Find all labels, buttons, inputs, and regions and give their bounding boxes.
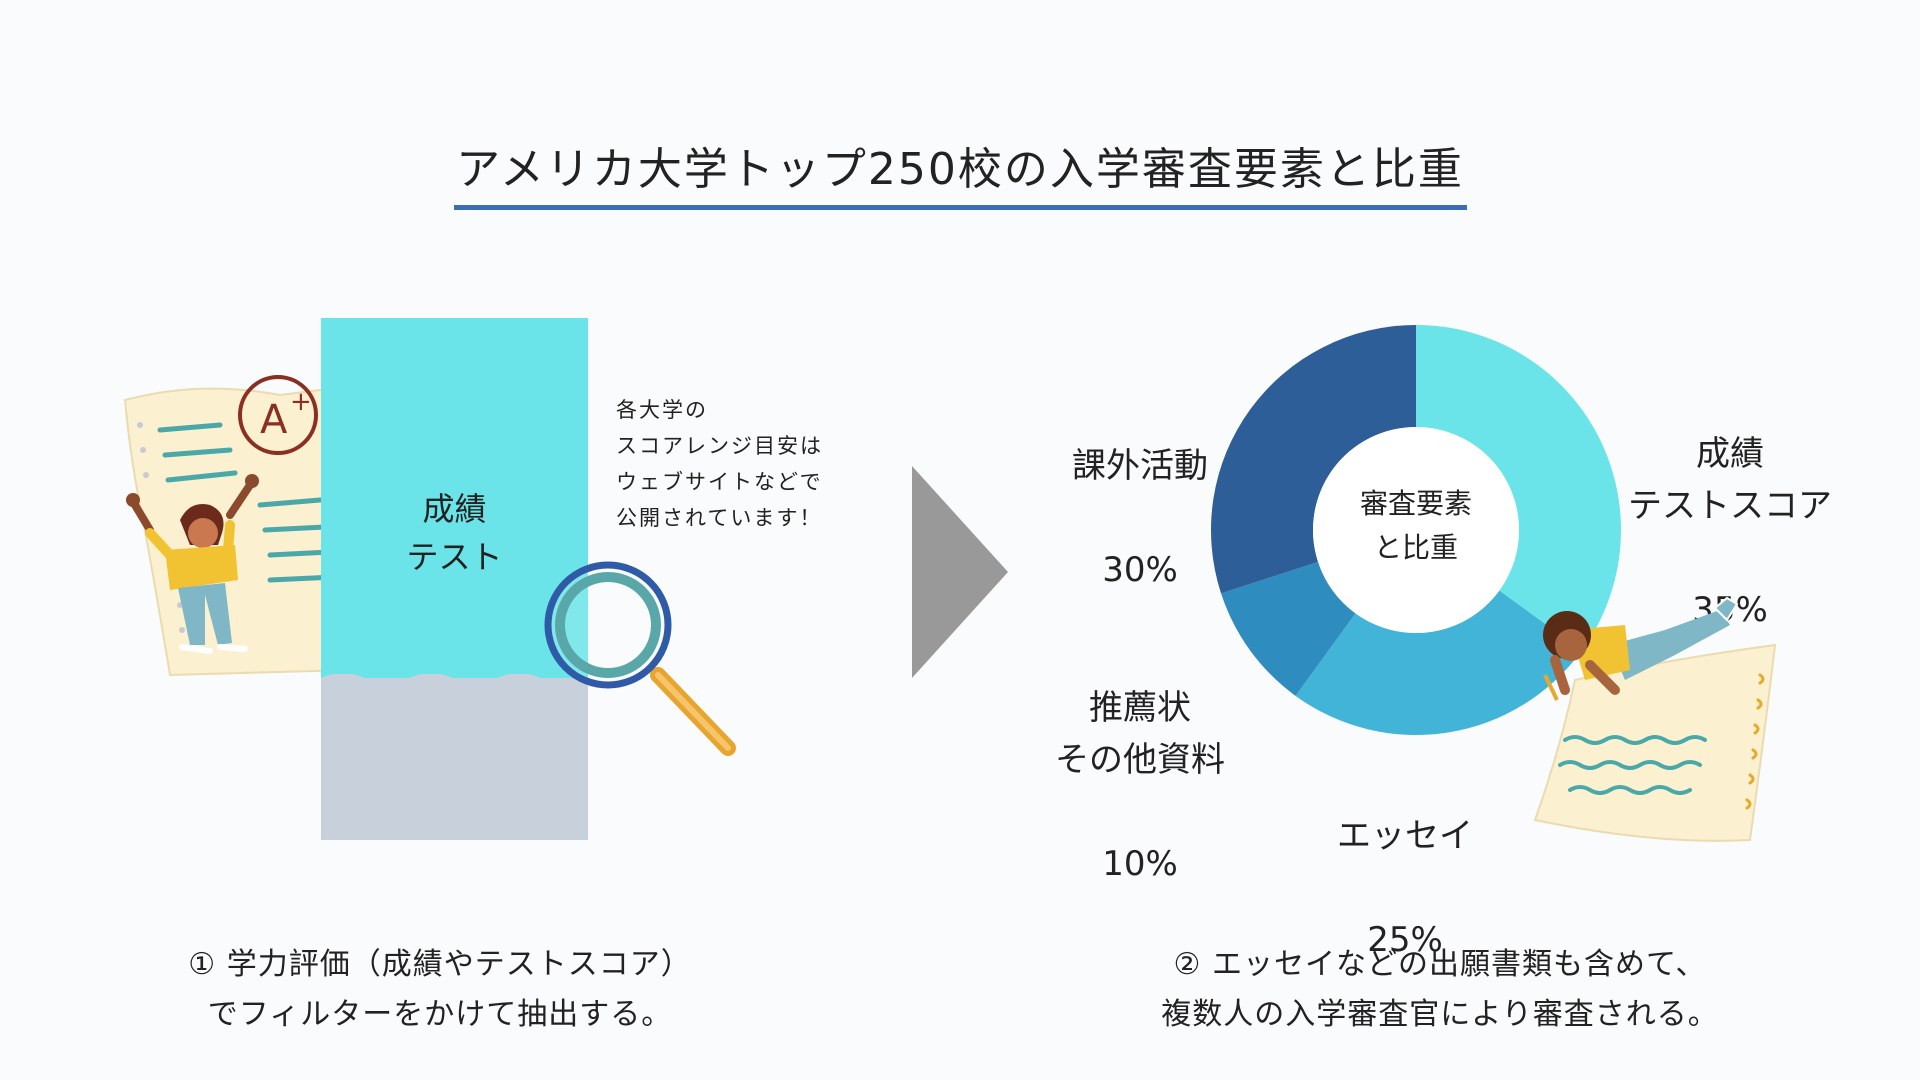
slice-name: 成績 テストスコア <box>1628 434 1832 526</box>
magnifying-glass-icon <box>544 561 736 756</box>
caption-line: 複数人の入学審査官により審査される。 <box>1161 997 1719 1032</box>
caption-line: ② エッセイなどの出願書類も含めて、 <box>1173 947 1707 982</box>
slice-value: 25% <box>1367 920 1443 960</box>
score-range-note: 各大学の スコアレンジ目安は ウェブサイトなどで 公開されています！ <box>616 398 823 530</box>
filter-block-grades <box>321 318 588 685</box>
donut-slice-grades <box>1416 325 1621 651</box>
page-title: アメリカ大学トップ250校の入学審査要素と比重 <box>456 144 1464 195</box>
svg-text:+: + <box>290 387 312 417</box>
caption-line: でフィルターをかけて抽出する。 <box>207 997 673 1032</box>
filter-block-remainder <box>321 678 588 840</box>
slice-value: 30% <box>1102 550 1178 590</box>
donut-chart <box>1211 325 1621 735</box>
caption-step-2: ② エッセイなどの出願書類も含めて、 複数人の入学審査官により審査される。 <box>1110 940 1770 1040</box>
slice-name: 課外活動 <box>1072 446 1208 486</box>
slice-label-essay: エッセイ 25% <box>1300 758 1510 1018</box>
slice-name: エッセイ <box>1337 816 1473 856</box>
caption-line: ① 学力評価（成績やテストスコア） <box>188 947 692 982</box>
donut-slice-extracurricular <box>1211 325 1416 594</box>
donut-center-label: 審査要素 と比重 <box>1359 487 1472 564</box>
title-underline <box>454 205 1467 210</box>
caption-step-1: ① 学力評価（成績やテストスコア） でフィルターをかけて抽出する。 <box>150 940 730 1040</box>
svg-text:A: A <box>260 397 288 443</box>
donut-hole <box>1313 427 1519 633</box>
slice-value: 10% <box>1102 844 1178 884</box>
slice-name: 推薦状 その他資料 <box>1055 688 1225 780</box>
student-with-a-plus-paper-icon: A + <box>123 375 367 677</box>
slice-label-extracurricular: 課外活動 30% <box>1040 388 1240 648</box>
slice-label-recommendation: 推薦状 その他資料 10% <box>1030 630 1250 942</box>
triangle-right-icon <box>912 466 1008 678</box>
donut-slice-recommendation <box>1221 561 1356 696</box>
student-writing-icon <box>1533 596 1777 842</box>
filter-wave <box>321 668 588 696</box>
filter-label: 成績 テスト <box>406 490 503 576</box>
donut-slice-essay <box>1295 590 1582 735</box>
